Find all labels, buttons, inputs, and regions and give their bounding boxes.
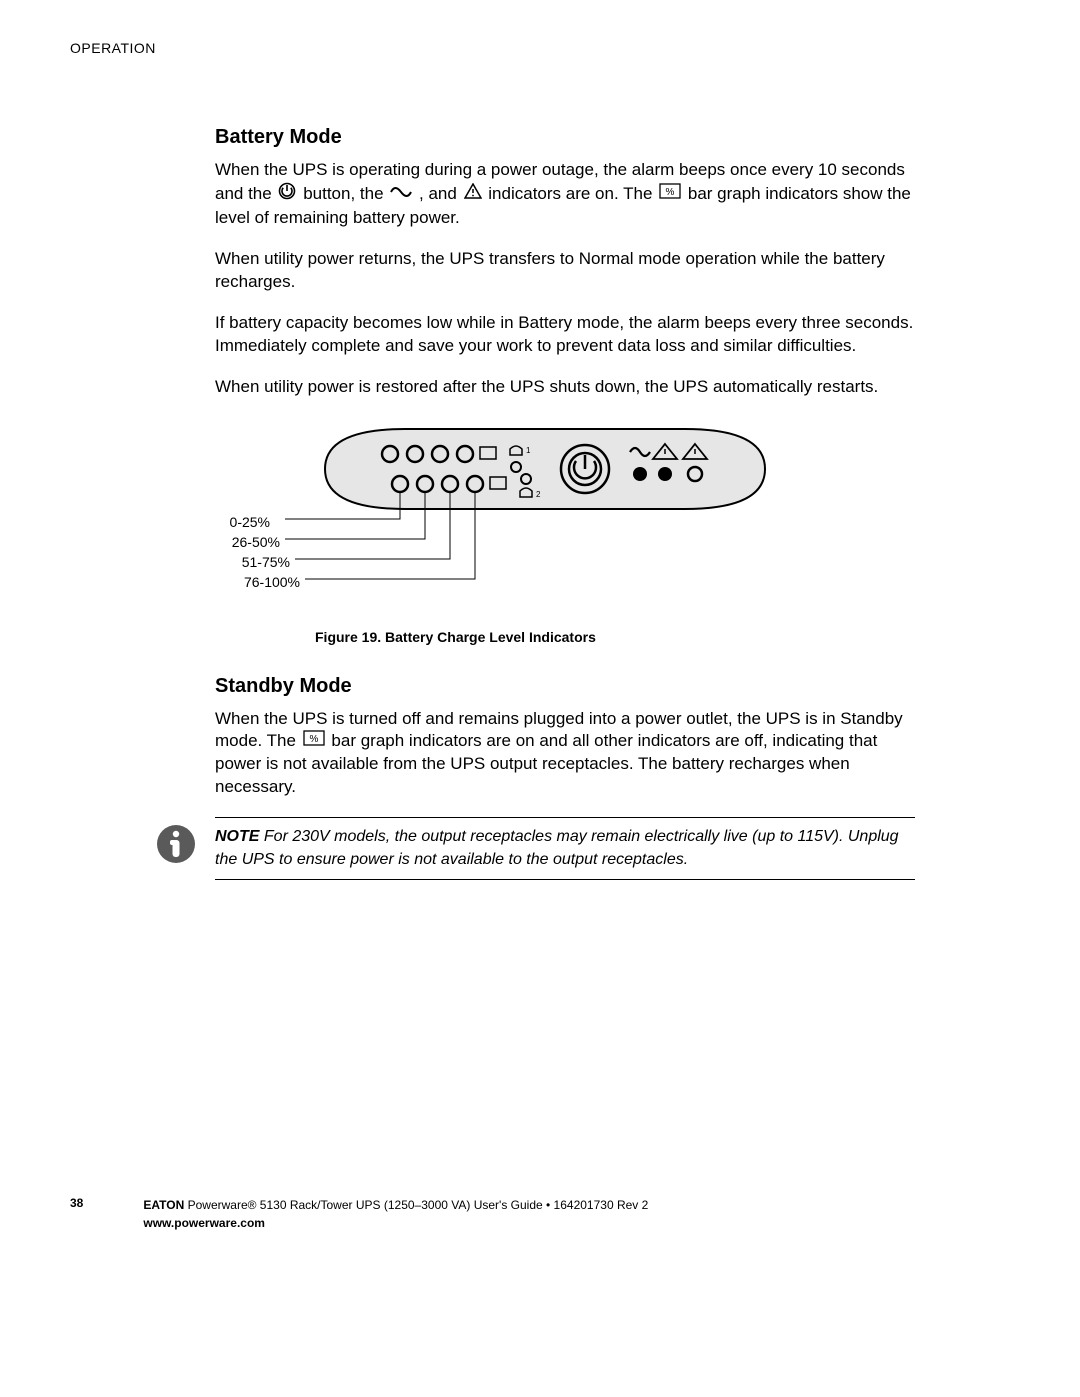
svg-text:%: % (309, 734, 318, 745)
note-body: For 230V models, the output receptacles … (215, 828, 899, 867)
legend-51-75: 51-75% (205, 554, 290, 570)
battery-mode-p3: If battery capacity becomes low while in… (215, 312, 915, 358)
footer-line1: Powerware® 5130 Rack/Tower UPS (1250–300… (184, 1198, 648, 1212)
footer-text: EATON Powerware® 5130 Rack/Tower UPS (12… (143, 1196, 648, 1232)
svg-text:%: % (666, 187, 675, 198)
ups-panel-diagram: 1 2 (285, 419, 805, 619)
text-fragment: , and (419, 184, 462, 203)
figure-19-container: 0-25% 26-50% 51-75% 76-100% 1 (215, 419, 915, 619)
page-footer: 38 EATON Powerware® 5130 Rack/Tower UPS … (70, 1196, 1010, 1232)
note-text: NOTE For 230V models, the output recepta… (215, 817, 915, 880)
battery-mode-p1: When the UPS is operating during a power… (215, 159, 915, 230)
footer-brand: EATON (143, 1198, 184, 1212)
legend-26-50: 26-50% (205, 534, 280, 550)
info-icon (155, 817, 197, 870)
battery-mode-p4: When utility power is restored after the… (215, 376, 915, 399)
percent-box-icon: % (659, 183, 681, 206)
battery-mode-p2: When utility power returns, the UPS tran… (215, 248, 915, 294)
sine-icon (390, 183, 412, 206)
warning-icon (464, 183, 482, 206)
note-label: NOTE (215, 828, 259, 845)
text-fragment: button, the (303, 184, 388, 203)
standby-mode-heading: Standby Mode (215, 675, 915, 698)
text-fragment: indicators are on. The (488, 184, 657, 203)
legend-0-25: 0-25% (205, 514, 270, 530)
note-block: NOTE For 230V models, the output recepta… (155, 817, 915, 880)
footer-url: www.powerware.com (143, 1216, 265, 1230)
header-section-label: OPERATION (70, 40, 1010, 56)
svg-text:1: 1 (526, 446, 531, 455)
svg-text:2: 2 (536, 490, 541, 499)
battery-mode-heading: Battery Mode (215, 126, 915, 149)
power-icon (278, 182, 296, 207)
page-number: 38 (70, 1196, 83, 1210)
figure-19-caption: Figure 19. Battery Charge Level Indicato… (315, 629, 915, 645)
standby-mode-p1: When the UPS is turned off and remains p… (215, 708, 915, 800)
percent-box-icon: % (303, 730, 325, 753)
